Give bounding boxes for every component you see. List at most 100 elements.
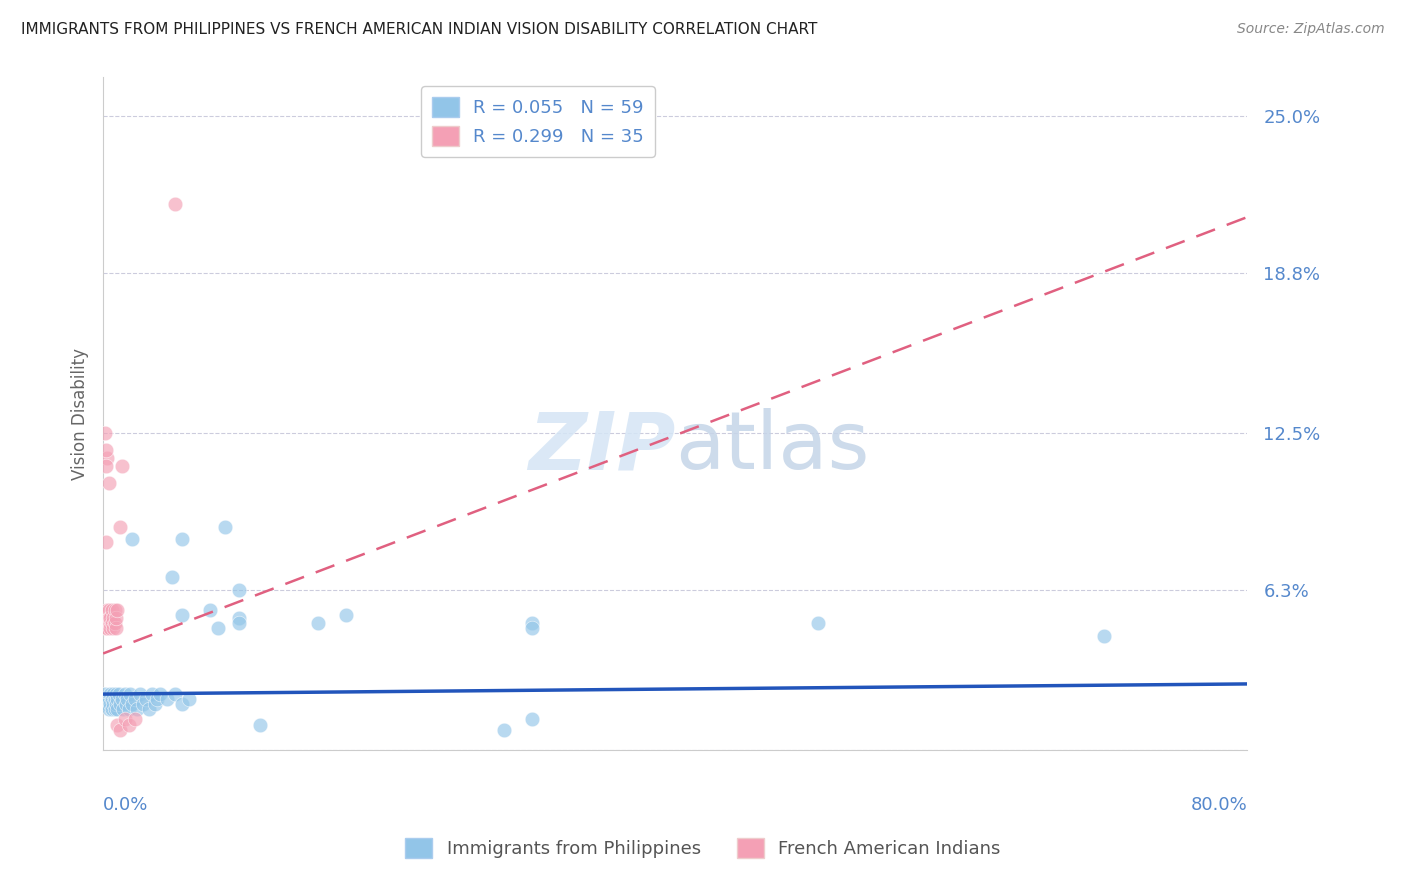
Point [163, 197, 186, 211]
Point [207, 621, 229, 635]
Point [160, 570, 183, 584]
Point [228, 582, 250, 597]
Point [101, 621, 124, 635]
Point [108, 687, 131, 701]
Point [127, 702, 149, 716]
Point [807, 615, 830, 630]
Point [98, 687, 121, 701]
Point [307, 615, 329, 630]
Point [149, 687, 172, 701]
Point [98, 697, 121, 711]
Point [97, 603, 120, 617]
Point [132, 697, 155, 711]
Point [103, 702, 125, 716]
Point [335, 608, 357, 623]
Point [118, 702, 141, 716]
Point [114, 713, 136, 727]
Point [101, 611, 124, 625]
Point [100, 702, 122, 716]
Point [522, 615, 544, 630]
Point [117, 692, 139, 706]
Text: ZIP: ZIP [527, 409, 675, 486]
Text: Source: ZipAtlas.com: Source: ZipAtlas.com [1237, 22, 1385, 37]
Point [522, 621, 544, 635]
Point [112, 702, 135, 716]
Point [228, 611, 250, 625]
Point [107, 692, 129, 706]
Point [107, 603, 129, 617]
Point [93, 611, 115, 625]
Point [110, 697, 132, 711]
Point [177, 692, 200, 706]
Point [200, 603, 222, 617]
Legend: Immigrants from Philippines, French American Indians: Immigrants from Philippines, French Amer… [398, 830, 1008, 865]
Text: IMMIGRANTS FROM PHILIPPINES VS FRENCH AMERICAN INDIAN VISION DISABILITY CORRELAT: IMMIGRANTS FROM PHILIPPINES VS FRENCH AM… [21, 22, 817, 37]
Point [110, 723, 132, 737]
Point [98, 621, 121, 635]
Point [107, 702, 129, 716]
Point [163, 687, 186, 701]
Point [101, 687, 124, 701]
Point [94, 534, 117, 549]
Point [228, 615, 250, 630]
Point [522, 713, 544, 727]
Point [143, 697, 166, 711]
Point [93, 425, 115, 440]
Point [111, 692, 134, 706]
Point [135, 692, 157, 706]
Point [170, 608, 193, 623]
Point [141, 687, 163, 701]
Point [96, 451, 118, 466]
Point [93, 687, 115, 701]
Point [111, 458, 134, 473]
Point [97, 476, 120, 491]
Point [101, 697, 124, 711]
Point [492, 723, 515, 737]
Point [121, 533, 143, 547]
Point [94, 692, 117, 706]
Text: 80.0%: 80.0% [1191, 796, 1247, 814]
Point [97, 702, 120, 716]
Point [129, 687, 152, 701]
Point [94, 458, 117, 473]
Point [146, 692, 169, 706]
Point [105, 621, 128, 635]
Point [96, 611, 118, 625]
Point [103, 603, 125, 617]
Point [103, 615, 125, 630]
Point [121, 697, 143, 711]
Point [138, 702, 160, 716]
Point [120, 687, 142, 701]
Text: atlas: atlas [675, 409, 870, 486]
Point [100, 615, 122, 630]
Point [105, 611, 128, 625]
Point [100, 692, 122, 706]
Point [105, 697, 128, 711]
Point [1094, 629, 1116, 643]
Point [98, 615, 121, 630]
Point [170, 697, 193, 711]
Point [115, 697, 138, 711]
Point [96, 697, 118, 711]
Point [97, 611, 120, 625]
Y-axis label: Vision Disability: Vision Disability [72, 348, 89, 480]
Point [124, 713, 146, 727]
Point [94, 443, 117, 458]
Point [103, 692, 125, 706]
Point [105, 687, 128, 701]
Point [107, 717, 129, 731]
Point [96, 621, 118, 635]
Point [100, 603, 122, 617]
Point [96, 603, 118, 617]
Point [94, 615, 117, 630]
Point [170, 533, 193, 547]
Text: 0.0%: 0.0% [103, 796, 149, 814]
Point [118, 717, 141, 731]
Point [124, 692, 146, 706]
Point [214, 519, 236, 533]
Point [97, 615, 120, 630]
Point [156, 692, 179, 706]
Point [94, 621, 117, 635]
Point [110, 519, 132, 533]
Point [249, 717, 271, 731]
